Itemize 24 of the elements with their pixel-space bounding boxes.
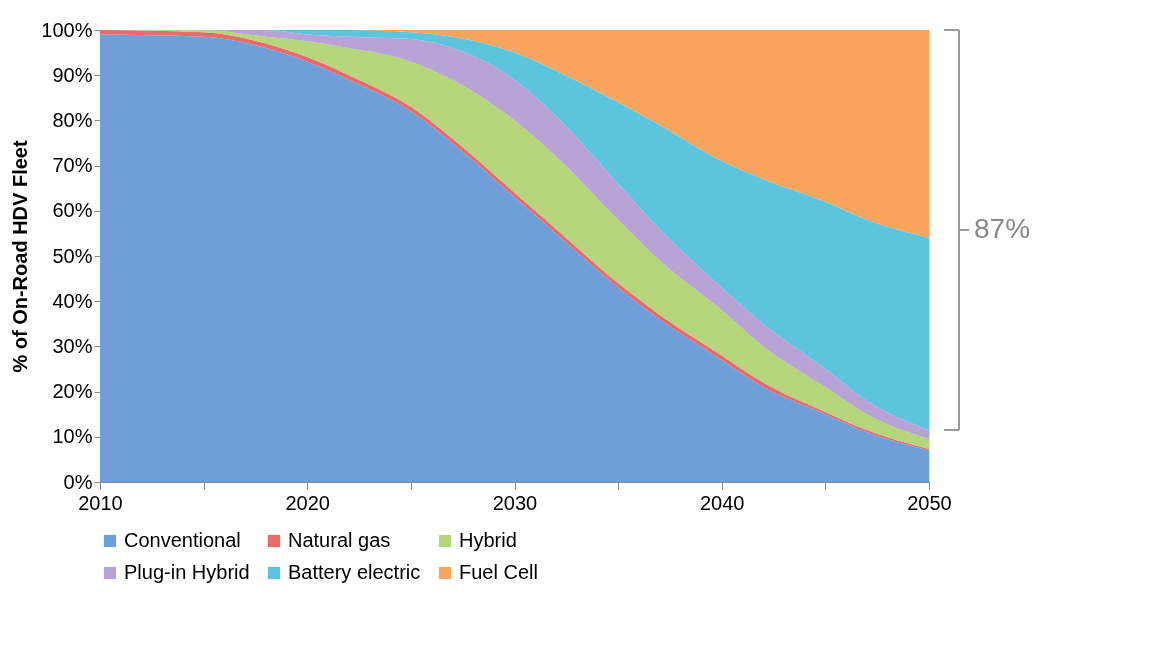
text: 87% [974, 213, 1031, 245]
x-tick-label: 2020 [285, 491, 330, 514]
legend-label: Battery electric [288, 561, 421, 583]
y-tick-label: 70% [52, 154, 93, 177]
legend-label: Hybrid [459, 529, 517, 551]
y-axis-title: % of On-Road HDV Fleet [9, 140, 32, 373]
y-tick-label: 100% [41, 18, 93, 41]
legend-label: Natural gas [288, 529, 391, 551]
x-tick-label: 2010 [78, 491, 123, 514]
y-tick-label: 0% [63, 470, 93, 493]
y-tick-label: 50% [52, 244, 93, 267]
y-tick-label: 20% [52, 380, 93, 403]
y-tick-label: 30% [52, 334, 93, 357]
x-tick-label: 2030 [492, 491, 538, 514]
legend-label: Fuel Cell [459, 561, 538, 583]
y-tick-label: 10% [52, 425, 93, 448]
x-tick-label: 2040 [700, 491, 745, 514]
y-tick-label: 60% [52, 199, 93, 222]
y-tick-label: 40% [52, 289, 93, 312]
legend-label: Conventional [124, 529, 241, 551]
x-tick-label: 2050 [907, 491, 952, 514]
y-tick-label: 80% [52, 108, 93, 131]
y-tick-label: 90% [52, 63, 93, 86]
legend-label: Plug-in Hybrid [124, 561, 250, 583]
